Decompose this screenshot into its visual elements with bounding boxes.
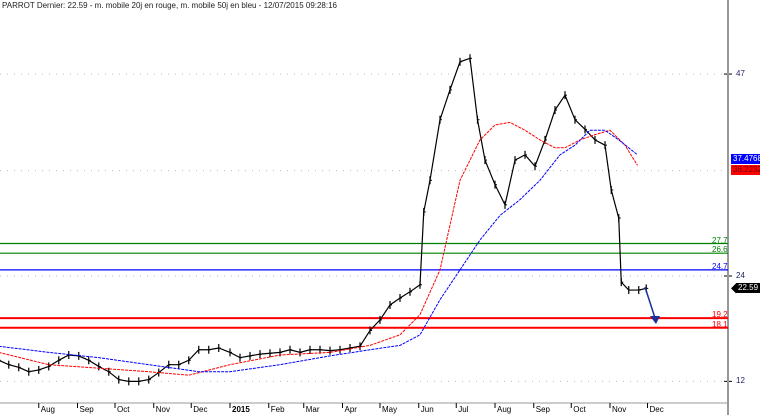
x-tick-label: 2015 [232,405,250,414]
y-tick-label: 12 [736,376,745,386]
chart-title: PARROT Dernier: 22.59 - m. mobile 20j en… [2,1,338,10]
x-tick-label: Dec [649,405,664,414]
last-price-box: 22.59 [736,283,760,294]
x-tick-label: Jul [458,405,469,414]
x-tick-label: Aug [497,405,512,414]
x-tick-label: Feb [270,405,285,414]
price-pointer-icon [731,283,736,294]
price-line [0,57,647,382]
x-tick-label: Oct [573,405,586,414]
x-tick-label: Sep [535,405,550,414]
x-tick-label: Mar [305,405,320,414]
y-tick-label: 47 [736,69,745,79]
level-label: 27.7 [712,235,728,245]
level-label: 18.1 [712,319,728,329]
x-tick-label: Dec [193,405,208,414]
annotation-arrow [644,286,656,319]
level-label: 24.7 [712,261,728,271]
level-label: 19.2 [712,310,728,320]
arrow-head-icon [650,316,660,324]
moving-average-line [0,129,638,373]
x-tick-label: Aug [40,405,55,414]
y-tick-label: 24 [736,271,745,280]
ma20-value-box: 36.2232 [731,165,760,175]
x-tick-label: Sep [79,405,94,414]
x-tick-label: Nov [612,405,627,414]
moving-average-line [0,121,638,376]
x-tick-label: Oct [117,405,130,414]
x-tick-label: May [382,405,398,414]
level-label: 26.6 [712,245,728,255]
ma50-value-box: 37.4768 [731,154,760,164]
x-tick-label: Apr [344,405,357,414]
x-tick-label: Jun [420,405,434,414]
x-tick-label: Nov [155,405,170,414]
